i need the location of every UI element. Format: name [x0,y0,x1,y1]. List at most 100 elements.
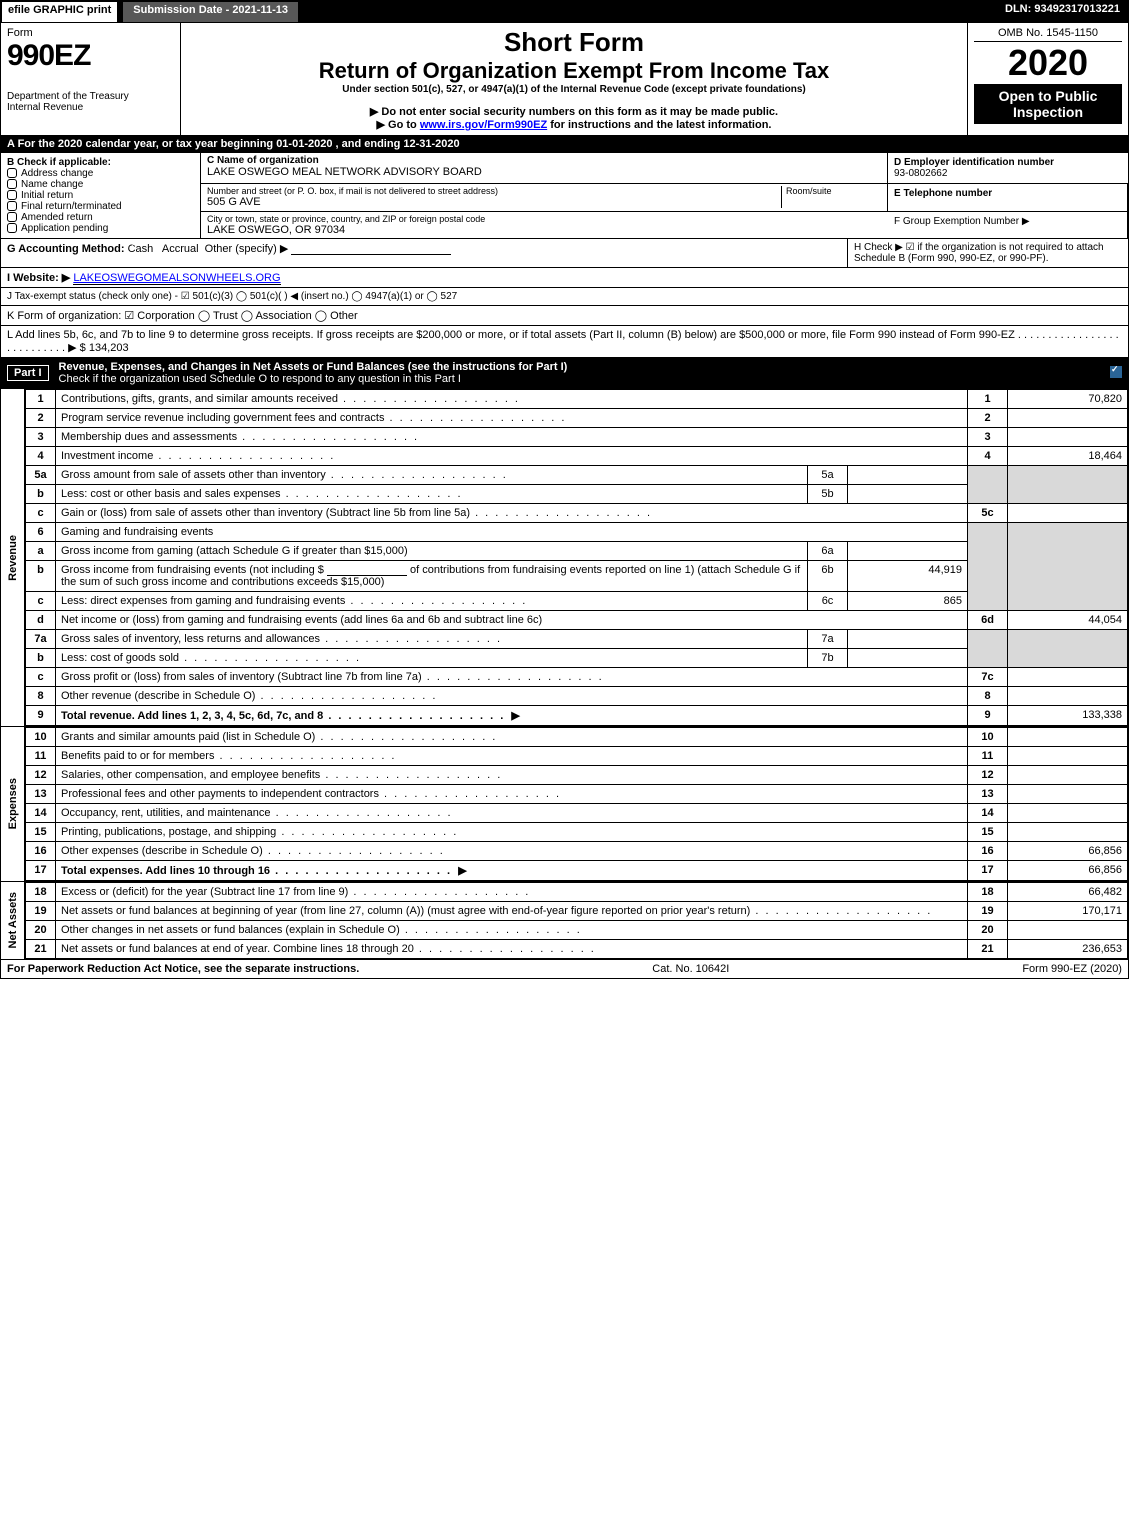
c-name-label: C Name of organization [207,155,881,166]
line-20-val [1008,921,1128,940]
line-6c-desc: Less: direct expenses from gaming and fu… [61,595,527,607]
line-5a-val [848,466,968,485]
checkbox-final-return[interactable] [7,201,17,211]
line-16-val: 66,856 [1008,842,1128,861]
checkbox-initial-return[interactable] [7,190,17,200]
city-value: LAKE OSWEGO, OR 97034 [207,224,882,236]
checkbox-application-pending[interactable] [7,223,17,233]
line-5c-desc: Gain or (loss) from sale of assets other… [61,507,652,519]
form-990ez-page: efile GRAPHIC print Submission Date - 20… [0,0,1129,979]
website-link[interactable]: LAKEOSWEGOMEALSONWHEELS.ORG [73,272,280,285]
other-specify-line[interactable] [291,243,451,255]
l-text: L Add lines 5b, 6c, and 7b to line 9 to … [7,329,1119,354]
line-14-desc: Occupancy, rent, utilities, and maintena… [61,807,453,819]
line-7a-desc: Gross sales of inventory, less returns a… [61,633,502,645]
expenses-table: 10Grants and similar amounts paid (list … [25,727,1128,881]
checkbox-schedule-o[interactable] [1110,366,1122,378]
line-5b-desc: Less: cost or other basis and sales expe… [61,488,463,500]
entity-info-grid: B Check if applicable: Address change Na… [1,152,1128,239]
efile-print-button[interactable]: efile GRAPHIC print [1,1,118,23]
l-gross-receipts: L Add lines 5b, 6c, and 7b to line 9 to … [1,326,1128,358]
org-name: LAKE OSWEGO MEAL NETWORK ADVISORY BOARD [207,166,881,178]
line-7c-desc: Gross profit or (loss) from sales of inv… [61,671,604,683]
expenses-side-label: Expenses [7,778,19,829]
chk-final-return: Final return/terminated [21,201,122,212]
line-2-desc: Program service revenue including govern… [61,412,566,424]
f-group-exemption: F Group Exemption Number ▶ [894,216,1121,227]
goto-post: for instructions and the latest informat… [547,119,771,131]
part-1-header: Part I Revenue, Expenses, and Changes in… [1,358,1128,388]
chk-application-pending: Application pending [21,223,108,234]
j-tax-exempt-status: J Tax-exempt status (check only one) - ☑… [1,288,1128,306]
line-7a-val [848,630,968,649]
line-6a-val [848,542,968,561]
dept-irs: Internal Revenue [7,102,174,113]
g-other: Other (specify) ▶ [205,243,289,255]
line-5a-desc: Gross amount from sale of assets other t… [61,469,508,481]
l-amount: 134,203 [89,342,129,354]
line-20-desc: Other changes in net assets or fund bala… [61,924,582,936]
ssn-warning: ▶ Do not enter social security numbers o… [187,105,961,118]
line-10-val [1008,728,1128,747]
page-footer: For Paperwork Reduction Act Notice, see … [1,959,1128,978]
i-label: I Website: ▶ [7,272,70,284]
line-1-desc: Contributions, gifts, grants, and simila… [61,393,520,405]
checkbox-amended-return[interactable] [7,212,17,222]
line-11-desc: Benefits paid to or for members [61,750,397,762]
chk-amended-return: Amended return [21,212,93,223]
checkbox-address-change[interactable] [7,168,17,178]
line-6d-desc: Net income or (loss) from gaming and fun… [56,611,968,630]
line-6b-val: 44,919 [848,561,968,592]
line-2-val [1008,409,1128,428]
d-ein-label: D Employer identification number [894,157,1122,168]
part-1-title: Revenue, Expenses, and Changes in Net As… [59,361,568,373]
e-phone-label: E Telephone number [894,188,1121,199]
line-7c-val [1008,668,1128,687]
goto-instructions: ▶ Go to www.irs.gov/Form990EZ for instru… [187,118,961,131]
line-10-desc: Grants and similar amounts paid (list in… [61,731,497,743]
chk-initial-return: Initial return [21,190,73,201]
form-header: Form 990EZ Department of the Treasury In… [1,23,1128,136]
line-18-val: 66,482 [1008,883,1128,902]
footer-left: For Paperwork Reduction Act Notice, see … [7,963,359,975]
revenue-table: 1Contributions, gifts, grants, and simil… [25,389,1128,726]
omb-number: OMB No. 1545-1150 [974,27,1122,42]
dln-number: DLN: 93492317013221 [997,1,1128,23]
return-title: Return of Organization Exempt From Incom… [187,58,961,84]
line-13-val [1008,785,1128,804]
line-14-val [1008,804,1128,823]
street-value: 505 G AVE [207,196,781,208]
line-19-val: 170,171 [1008,902,1128,921]
line-4-desc: Investment income [61,450,335,462]
k-form-organization: K Form of organization: ☑ Corporation ◯ … [1,306,1128,326]
line-21-desc: Net assets or fund balances at end of ye… [61,943,596,955]
room-suite-label: Room/suite [781,186,881,208]
line-8-val [1008,687,1128,706]
irs-link[interactable]: www.irs.gov/Form990EZ [420,119,547,131]
checkbox-name-change[interactable] [7,179,17,189]
line-3-val [1008,428,1128,447]
line-19-desc: Net assets or fund balances at beginning… [61,905,932,917]
line-6b-fillin[interactable] [327,564,407,576]
street-label: Number and street (or P. O. box, if mail… [207,186,781,196]
net-assets-side-label: Net Assets [7,892,19,948]
form-number: 990EZ [7,39,174,73]
chk-address-change: Address change [21,168,93,179]
line-6d-val: 44,054 [1008,611,1128,630]
expenses-section: Expenses 10Grants and similar amounts pa… [1,726,1128,881]
tax-year: 2020 [974,42,1122,84]
line-13-desc: Professional fees and other payments to … [61,788,561,800]
line-7b-desc: Less: cost of goods sold [61,652,361,664]
ein-value: 93-0802662 [894,168,1122,179]
net-assets-table: 18Excess or (deficit) for the year (Subt… [25,882,1128,959]
part-1-label: Part I [7,365,49,381]
line-3-desc: Membership dues and assessments [61,431,419,443]
submission-date: Submission Date - 2021-11-13 [122,1,299,23]
line-21-val: 236,653 [1008,940,1128,959]
top-bar: efile GRAPHIC print Submission Date - 20… [1,1,1128,23]
tax-period-row: A For the 2020 calendar year, or tax yea… [1,136,1128,152]
line-6a-desc: Gross income from gaming (attach Schedul… [56,542,808,561]
line-5b-val [848,485,968,504]
line-11-val [1008,747,1128,766]
line-9-val: 133,338 [1008,706,1128,726]
